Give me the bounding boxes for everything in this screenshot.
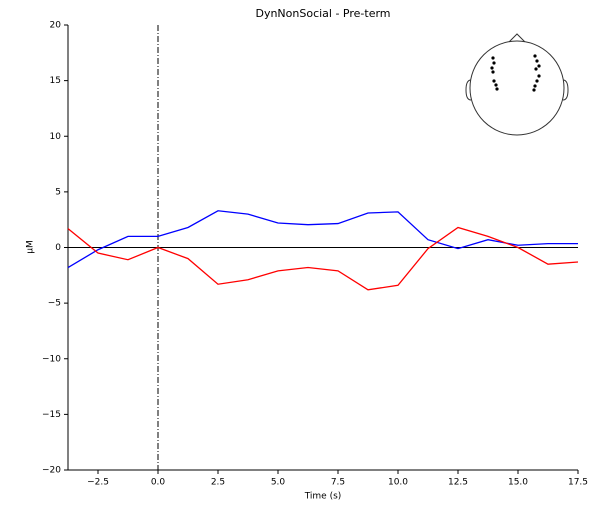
y-tick-label: −15 xyxy=(42,410,61,420)
y-tick-label: 20 xyxy=(50,21,62,31)
x-tick-label: 5.0 xyxy=(271,478,286,488)
x-tick-label: 15.0 xyxy=(508,478,528,488)
head-inset xyxy=(465,33,569,136)
y-tick-label: −10 xyxy=(42,354,61,364)
y-tick-label: 0 xyxy=(55,243,61,253)
x-tick-label: 0.0 xyxy=(151,478,166,488)
x-tick-label: 17.5 xyxy=(568,478,588,488)
x-axis-label: Time (s) xyxy=(304,492,342,502)
y-tick-label: 5 xyxy=(55,187,61,197)
x-tick-label: 7.5 xyxy=(331,478,345,488)
x-tick-label: 10.0 xyxy=(388,478,408,488)
y-axis-label: µM xyxy=(26,240,36,254)
series-line xyxy=(67,226,579,291)
series-line xyxy=(67,210,578,269)
x-tick-label: −2.5 xyxy=(87,478,109,488)
x-tick-label: 2.5 xyxy=(211,478,225,488)
y-tick-label: 10 xyxy=(50,132,62,142)
chart-title: DynNonSocial - Pre-term xyxy=(255,7,390,20)
y-tick-label: −20 xyxy=(42,466,61,476)
x-tick-label: 12.5 xyxy=(448,478,468,488)
sensor-dots xyxy=(490,54,541,92)
y-tick-label: −5 xyxy=(48,299,61,309)
y-tick-label: 15 xyxy=(50,76,61,86)
